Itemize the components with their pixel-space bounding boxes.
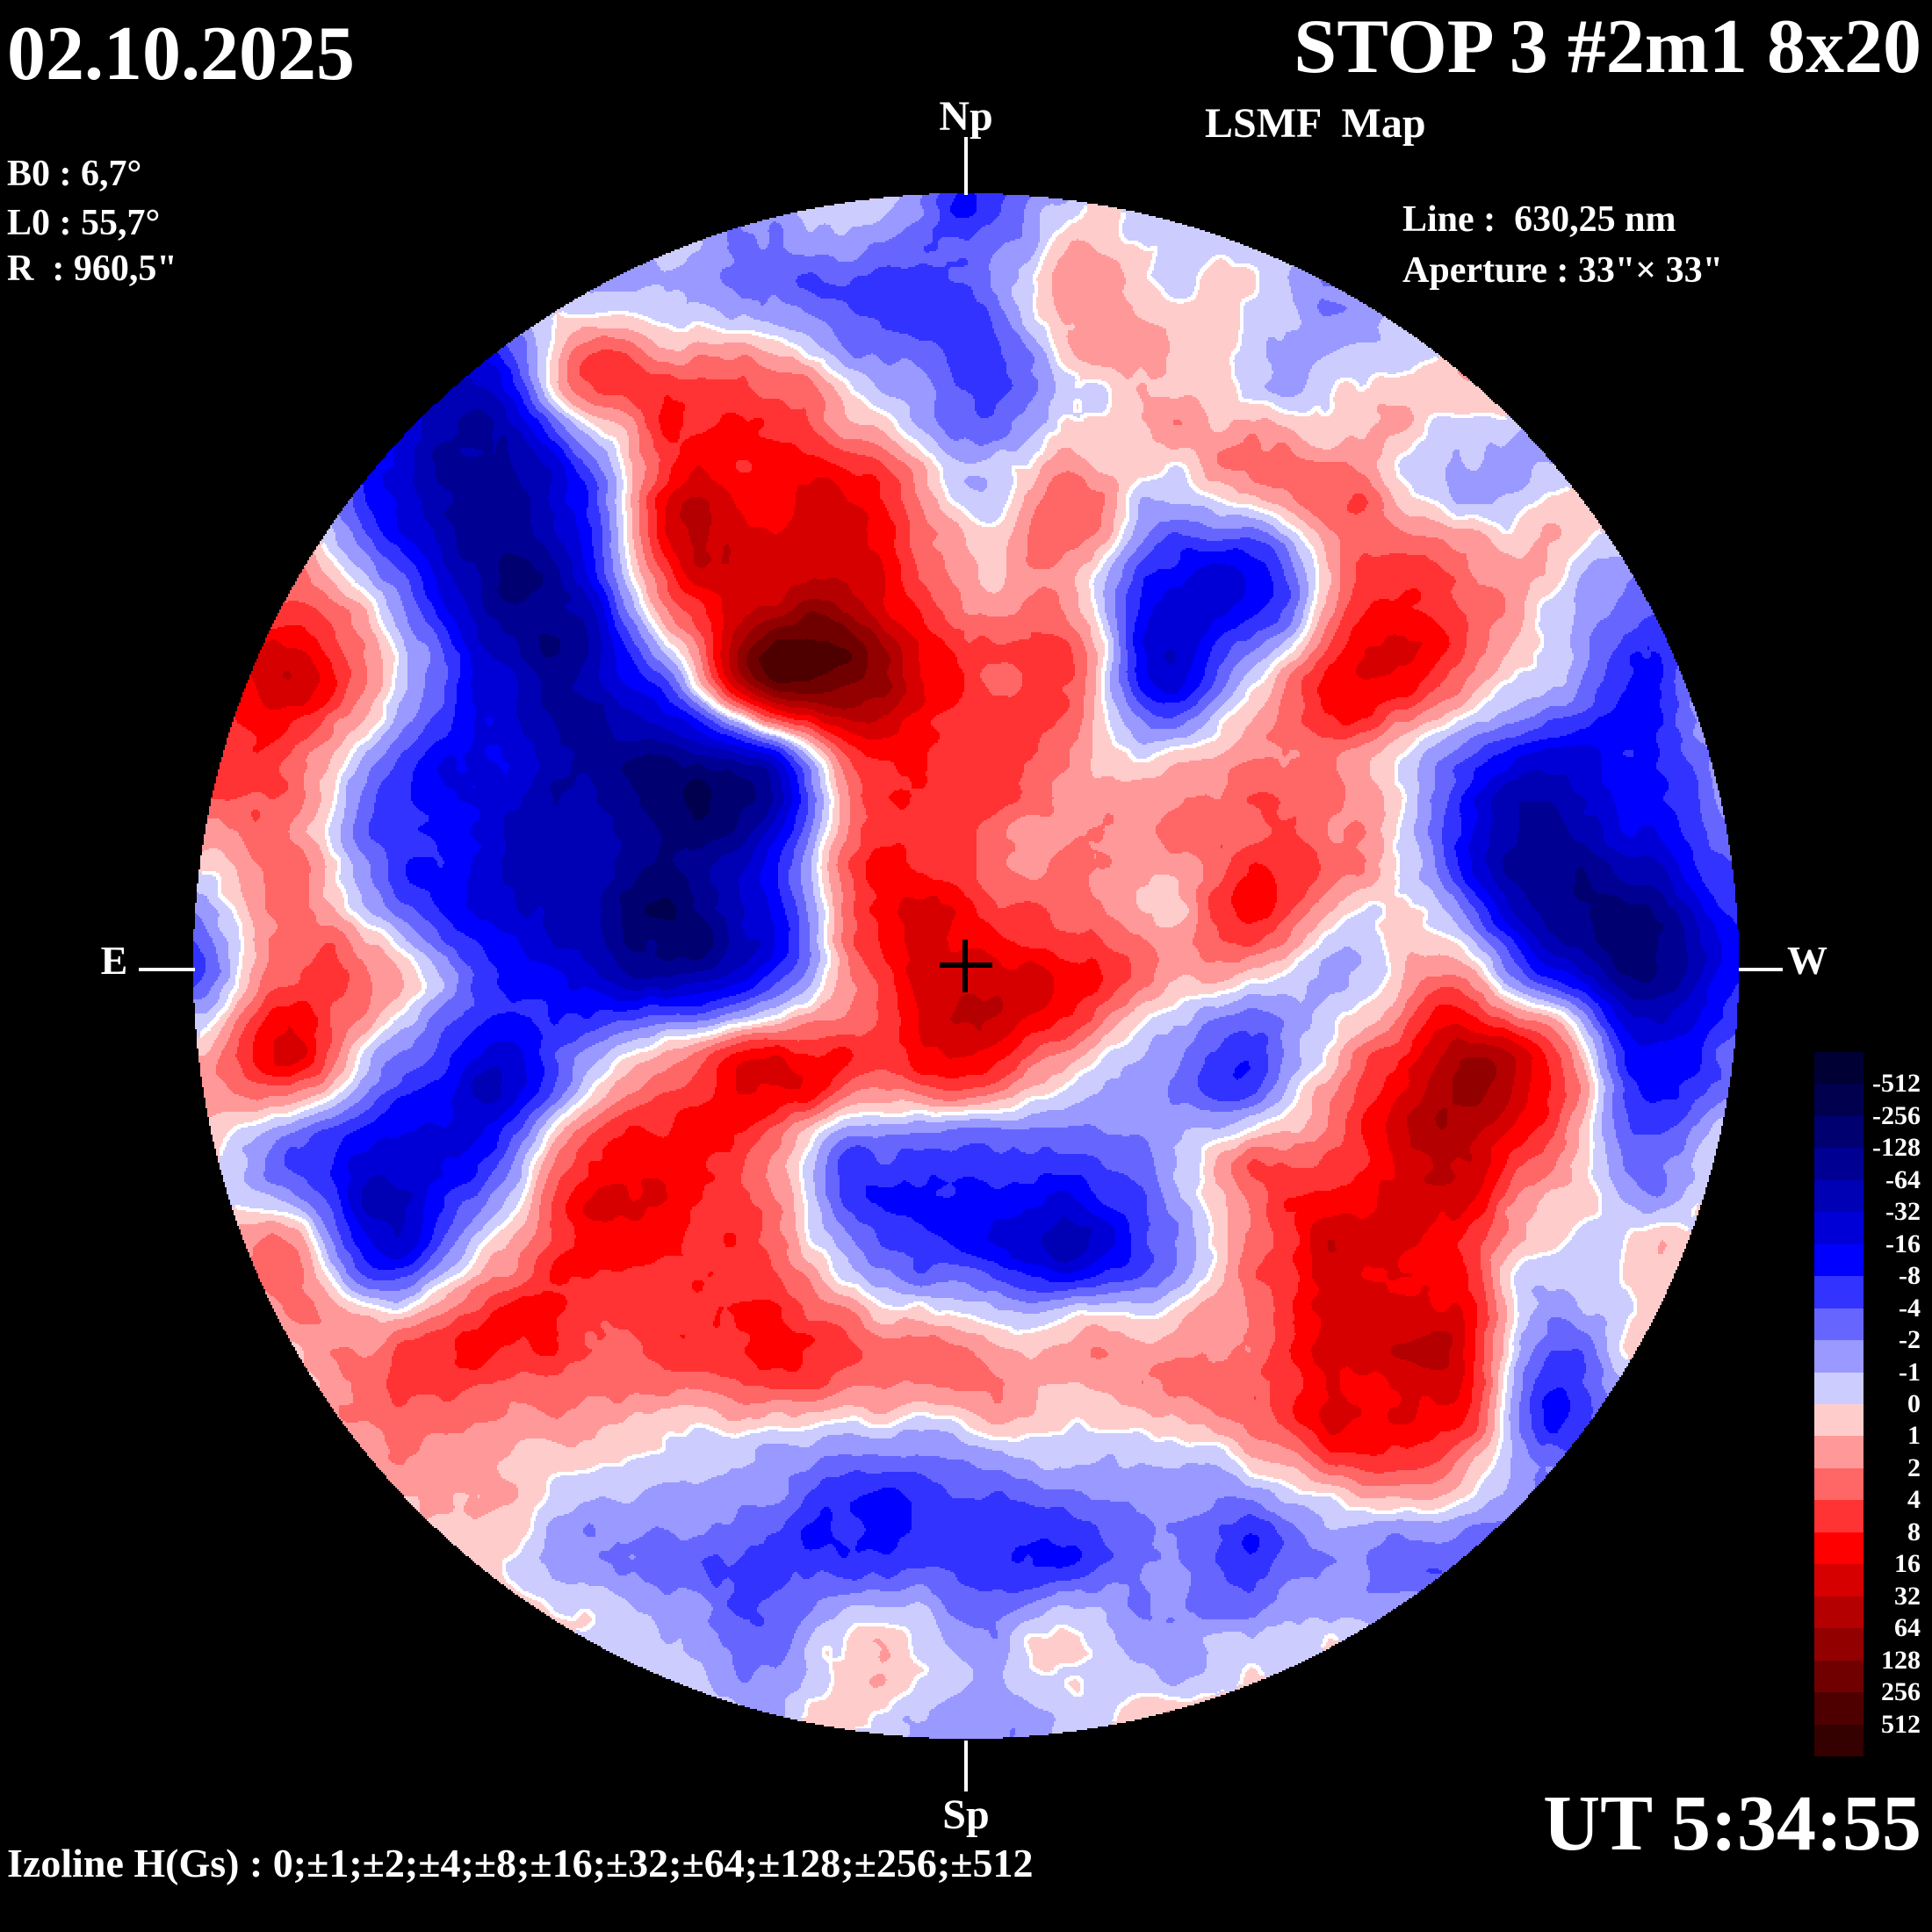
colorbar-block	[1814, 1244, 1864, 1277]
colorbar-tick-label: 4	[1907, 1485, 1921, 1515]
colorbar-block	[1814, 1467, 1864, 1501]
map-type-label: LSMF Map	[1205, 100, 1426, 147]
colorbar-tick-label: 0	[1907, 1389, 1921, 1418]
colorbar-tick-label: 256	[1881, 1677, 1921, 1707]
colorbar-block	[1814, 1660, 1864, 1693]
observation-date: 02.10.2025	[7, 11, 355, 97]
colorbar-tick-label: -16	[1885, 1229, 1921, 1258]
compass-south-label: Sp	[942, 1791, 990, 1838]
colorbar-block	[1814, 1692, 1864, 1725]
colorbar-block	[1814, 1179, 1864, 1213]
colorbar-block	[1814, 1436, 1864, 1468]
izoline-levels-label: Izoline H(Gs) : 0;±1;±2;±4;±8;±16;±32;±6…	[7, 1841, 1034, 1885]
colorbar-block	[1814, 1403, 1864, 1437]
west-tick	[1739, 968, 1783, 971]
colorbar-block	[1814, 1052, 1864, 1085]
colorbar-tick-label: 512	[1881, 1709, 1921, 1739]
south-tick	[964, 1741, 968, 1791]
colorbar-tick-label: -32	[1885, 1197, 1921, 1227]
colorbar-tick-label: 128	[1881, 1645, 1921, 1675]
colorbar-tick-label: -128	[1872, 1133, 1921, 1163]
colorbar-tick-label: -1	[1899, 1357, 1921, 1387]
colorbar-block	[1814, 1372, 1864, 1404]
colorbar-tick-label: 1	[1907, 1421, 1921, 1451]
colorbar-block	[1814, 1532, 1864, 1565]
colorbar-block	[1814, 1724, 1864, 1756]
colorbar-tick-label: -64	[1885, 1164, 1921, 1194]
b0-angle-label: B0 : 6,7°	[7, 154, 142, 194]
colorbar-block	[1814, 1276, 1864, 1308]
colorbar-block	[1814, 1596, 1864, 1629]
north-tick	[964, 137, 968, 195]
colorbar-block	[1814, 1340, 1864, 1373]
colorbar-tick-label: -512	[1872, 1069, 1921, 1099]
colorbar-block	[1814, 1308, 1864, 1341]
colorbar-block	[1814, 1212, 1864, 1244]
colorbar: -512 -256 -128 -64 -32 -16 -8 -4 -2 -1 0 1 2 4 8 16 32 64…	[1814, 1052, 1921, 1756]
l0-angle-label: L0 : 55,7°	[7, 203, 161, 243]
colorbar-block	[1814, 1564, 1864, 1597]
compass-north-label: Np	[939, 93, 993, 140]
colorbar-tick-label: 8	[1907, 1517, 1921, 1546]
universal-time-label: UT 5:34:55	[1543, 1780, 1921, 1867]
colorbar-block	[1814, 1500, 1864, 1532]
compass-west-label: W	[1787, 938, 1827, 983]
colorbar-tick-label: -256	[1872, 1100, 1921, 1130]
solar-disk-magnetogram	[193, 193, 1739, 1739]
colorbar-tick-label: 16	[1894, 1549, 1921, 1579]
colorbar-labels: -512 -256 -128 -64 -32 -16 -8 -4 -2 -1 0 1 2 4 8 16 32 64…	[1814, 1052, 1921, 1756]
colorbar-block	[1814, 1084, 1864, 1116]
solar-radius-label: R : 960,5"	[7, 249, 177, 289]
colorbar-block	[1814, 1628, 1864, 1661]
colorbar-tick-label: -2	[1899, 1325, 1921, 1355]
instrument-title: STOP 3 #2m1 8x20	[1294, 4, 1921, 90]
compass-east-label: E	[100, 938, 128, 983]
colorbar-block	[1814, 1148, 1864, 1180]
colorbar-gradient	[1814, 1052, 1864, 1756]
colorbar-tick-label: -8	[1899, 1261, 1921, 1291]
colorbar-tick-label: -4	[1899, 1293, 1921, 1323]
colorbar-tick-label: 2	[1907, 1453, 1921, 1482]
colorbar-block	[1814, 1115, 1864, 1149]
colorbar-tick-label: 32	[1894, 1581, 1921, 1611]
colorbar-tick-label: 64	[1894, 1613, 1921, 1643]
east-tick	[139, 968, 195, 971]
